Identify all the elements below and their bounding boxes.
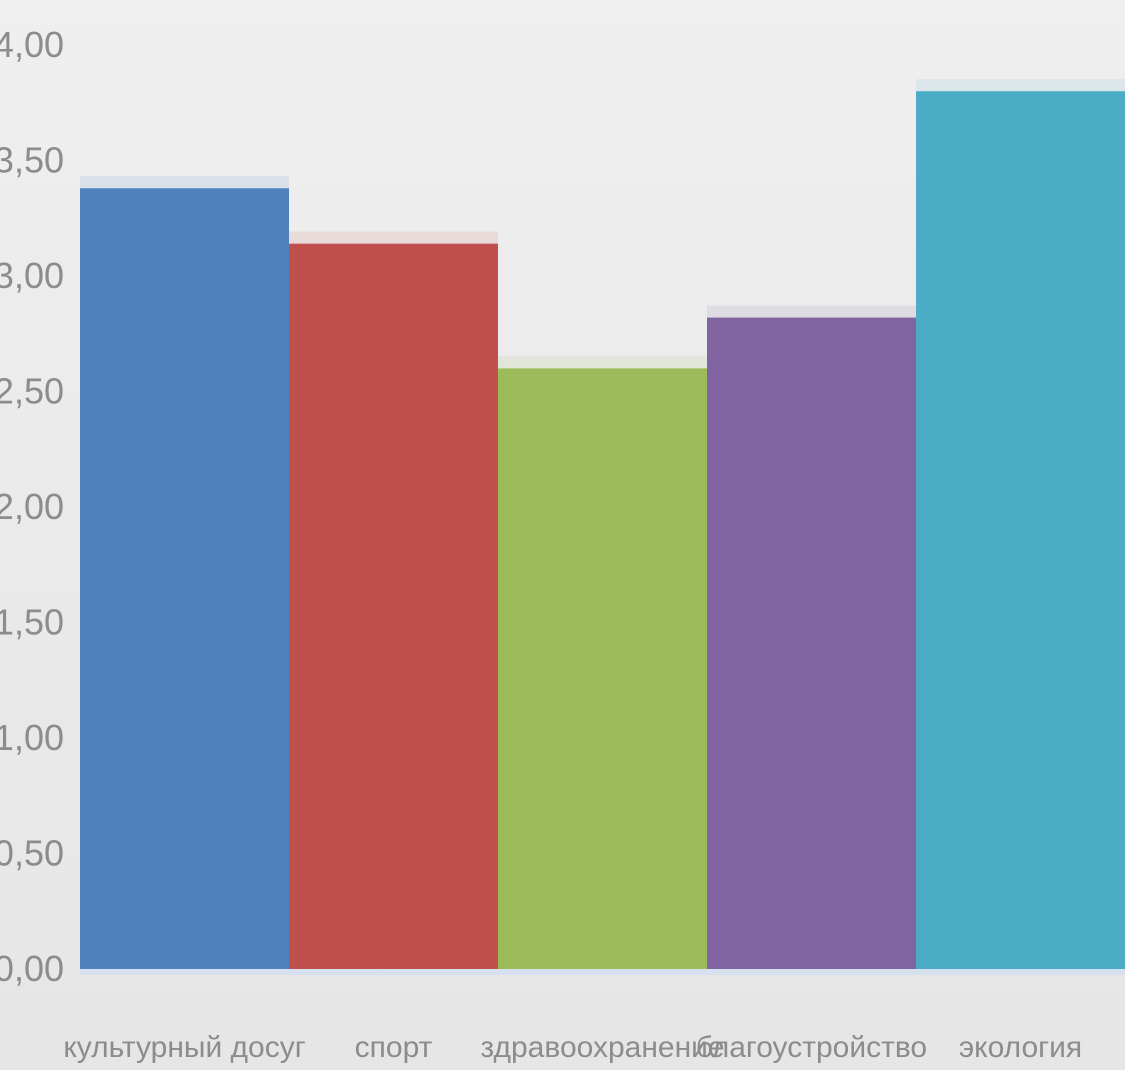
x-category-label: спорт <box>355 1031 433 1064</box>
x-axis-baseline <box>80 969 1125 975</box>
x-category-label: благоустройство <box>696 1031 927 1064</box>
y-tick-label: 0,00 <box>0 948 64 989</box>
x-category-label: здравоохранение <box>480 1031 724 1064</box>
y-tick-label: 3,00 <box>0 255 64 296</box>
x-category-label: экология <box>959 1031 1082 1064</box>
bar-halo <box>80 176 289 189</box>
y-tick-label: 1,00 <box>0 717 64 758</box>
bar <box>916 91 1125 969</box>
y-tick-label: 3,50 <box>0 140 64 181</box>
x-category-label: культурный досуг <box>63 1031 305 1064</box>
bar <box>707 317 916 970</box>
bar <box>80 188 289 970</box>
y-tick-label: 4,00 <box>0 24 64 65</box>
bar-halo <box>916 79 1125 92</box>
y-tick-label: 0,50 <box>0 833 64 874</box>
bar-halo <box>289 231 498 244</box>
bar <box>289 243 498 969</box>
y-tick-label: 1,50 <box>0 602 64 643</box>
y-tick-label: 2,50 <box>0 371 64 412</box>
bar-halo <box>707 305 916 318</box>
bar-halo <box>498 356 707 369</box>
bar <box>498 368 707 969</box>
y-tick-label: 2,00 <box>0 486 64 527</box>
